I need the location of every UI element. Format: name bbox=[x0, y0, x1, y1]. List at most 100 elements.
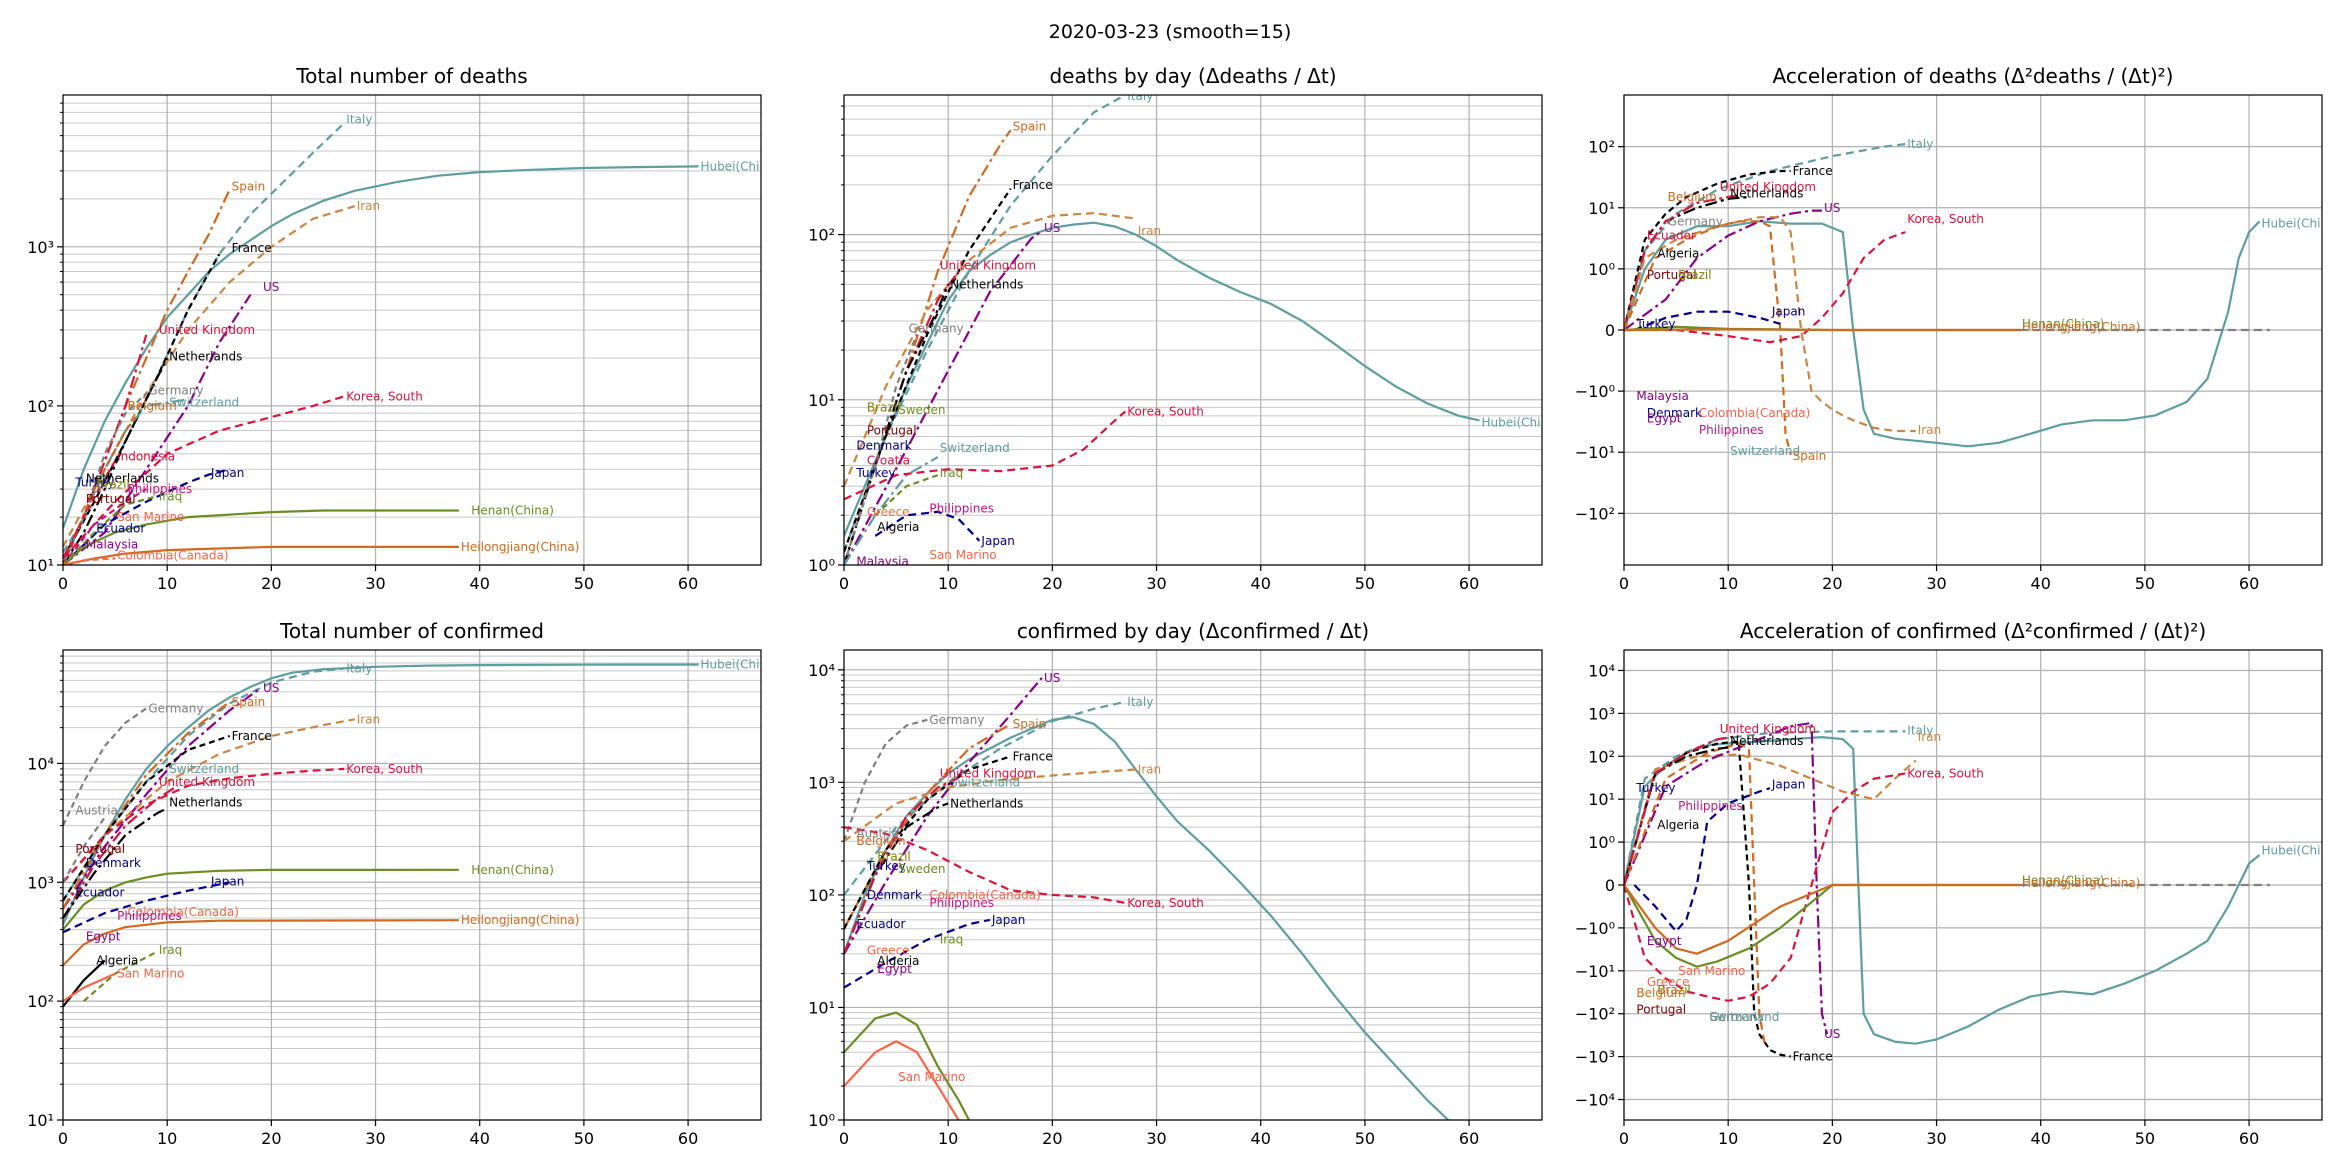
x-tick-label: 60 bbox=[678, 574, 698, 593]
series-line-netherlands bbox=[1624, 195, 1750, 331]
country-label: Spain bbox=[1793, 449, 1827, 463]
country-label: Hubei(China) bbox=[700, 159, 779, 173]
series-line-japan bbox=[1633, 787, 1771, 933]
country-labels: Italy Hubei(China) Spain Iran France US United… bbox=[74, 113, 779, 563]
country-label: US bbox=[263, 280, 279, 294]
country-label: Croatia bbox=[867, 453, 910, 467]
y-tick-label: −10¹ bbox=[1575, 443, 1615, 462]
series-line-austria bbox=[63, 816, 106, 883]
x-tick-label: 60 bbox=[2239, 574, 2259, 593]
x-tick-label: 10 bbox=[938, 1129, 958, 1148]
country-label: France bbox=[1793, 1050, 1833, 1064]
country-label: Malaysia bbox=[856, 554, 908, 568]
series-line-iraq bbox=[63, 495, 158, 565]
panel-title: Total number of confirmed bbox=[279, 619, 544, 643]
series-line-spain bbox=[1624, 742, 1766, 1044]
series-line-spain bbox=[63, 700, 231, 910]
country-label: US bbox=[1824, 201, 1840, 215]
y-tick-label: 10³ bbox=[808, 773, 835, 792]
x-tick-label: 30 bbox=[1926, 574, 1946, 593]
y-tick-label: 10² bbox=[1588, 747, 1615, 766]
y-tick-label: 0 bbox=[1605, 876, 1615, 895]
country-label: Philippines bbox=[929, 501, 994, 515]
country-label: Korea, South bbox=[1127, 404, 1204, 418]
series-line-iran bbox=[1624, 216, 1916, 433]
y-tick-label: −10³ bbox=[1575, 1048, 1615, 1067]
series-group bbox=[844, 677, 1449, 1120]
y-tick-label: 10⁰ bbox=[808, 1111, 835, 1130]
x-tick-label: 40 bbox=[1251, 574, 1271, 593]
x-tick-label: 40 bbox=[2031, 574, 2051, 593]
country-label: Heilongjiang(China) bbox=[461, 540, 580, 554]
x-tick-label: 30 bbox=[1146, 574, 1166, 593]
series-group bbox=[1624, 143, 2270, 456]
country-label: Netherlands bbox=[169, 349, 242, 363]
country-label: Hubei(China) bbox=[2261, 217, 2340, 231]
series-line-korea-south bbox=[1624, 231, 1906, 344]
country-label: Brazil bbox=[867, 400, 901, 414]
country-label: Turkey bbox=[866, 859, 906, 873]
x-tick-label: 40 bbox=[1251, 1129, 1271, 1148]
y-tick-label: 10³ bbox=[1588, 704, 1615, 723]
country-label: Malaysia bbox=[1636, 389, 1688, 403]
country-label: Japan bbox=[1771, 305, 1805, 319]
series-line-korea-south bbox=[63, 767, 345, 884]
country-label: Iran bbox=[1138, 224, 1161, 238]
country-label: Henan(China) bbox=[2022, 874, 2105, 888]
series-line-henan-china bbox=[63, 509, 459, 565]
country-label: Spain bbox=[1013, 120, 1047, 134]
country-label: Brazil bbox=[877, 849, 911, 863]
gridlines bbox=[843, 95, 1542, 566]
country-label: Japan bbox=[210, 466, 244, 480]
country-label: Spain bbox=[232, 179, 266, 193]
country-label: Philippines bbox=[128, 482, 193, 496]
country-label: US bbox=[263, 681, 279, 695]
axes-frame bbox=[843, 649, 1543, 1121]
x-tick-label: 50 bbox=[2135, 1129, 2155, 1148]
series-line-netherlands bbox=[63, 807, 168, 919]
subplot-total-number-of-deaths: Italy Hubei(China) Spain Iran France US United… bbox=[27, 64, 779, 593]
series-line-san-marino bbox=[63, 972, 116, 1003]
gridlines bbox=[843, 650, 1542, 1121]
y-tick-label: 10² bbox=[27, 397, 54, 416]
series-line-hubei-china bbox=[63, 663, 699, 926]
country-label: Turkey bbox=[1635, 781, 1675, 795]
country-label: Germany bbox=[1668, 214, 1723, 228]
x-tick-label: 30 bbox=[1146, 1129, 1166, 1148]
x-tick-label: 0 bbox=[839, 574, 849, 593]
country-label: Algeria bbox=[877, 520, 919, 534]
country-label: Algeria bbox=[1657, 246, 1699, 260]
y-tick-label: −10⁴ bbox=[1575, 1091, 1615, 1110]
panel-title: Acceleration of deaths (Δ²deaths / (Δt)²… bbox=[1773, 64, 2174, 88]
x-tick-label: 50 bbox=[574, 1129, 594, 1148]
series-line-united-kingdom bbox=[63, 784, 179, 919]
y-tick-label: 10² bbox=[808, 226, 835, 245]
country-label: San Marino bbox=[898, 1070, 965, 1084]
country-label: Greece bbox=[1647, 975, 1690, 989]
country-label: Turkey bbox=[74, 476, 114, 490]
country-label: Brazil bbox=[96, 478, 129, 492]
series-line-san-marino bbox=[844, 1040, 960, 1120]
country-label: Belgium bbox=[1668, 190, 1717, 204]
series-line-korea-south bbox=[844, 410, 1127, 501]
x-tick-label: 60 bbox=[1459, 574, 1479, 593]
country-label: San Marino bbox=[117, 510, 184, 524]
series-line-united-kingdom bbox=[63, 334, 148, 559]
series-line-iran bbox=[844, 211, 1136, 487]
series-line-italy bbox=[844, 95, 1126, 553]
country-label: United Kingdom bbox=[1720, 180, 1816, 194]
country-label: France bbox=[1793, 164, 1833, 178]
country-label: Philippines bbox=[1678, 799, 1743, 813]
country-label: Japan bbox=[1771, 777, 1805, 791]
axes-frame bbox=[62, 649, 762, 1121]
x-tick-label: 10 bbox=[157, 1129, 177, 1148]
country-label: Denmark bbox=[1647, 406, 1702, 420]
country-label: Egypt bbox=[1647, 411, 1682, 425]
country-label: Iraq bbox=[940, 466, 963, 480]
country-label: Brazil bbox=[1678, 268, 1712, 282]
y-tick-label: 10⁰ bbox=[1588, 833, 1615, 852]
y-tick-label: −10² bbox=[1575, 1005, 1615, 1024]
country-label: Iran bbox=[1918, 730, 1941, 744]
